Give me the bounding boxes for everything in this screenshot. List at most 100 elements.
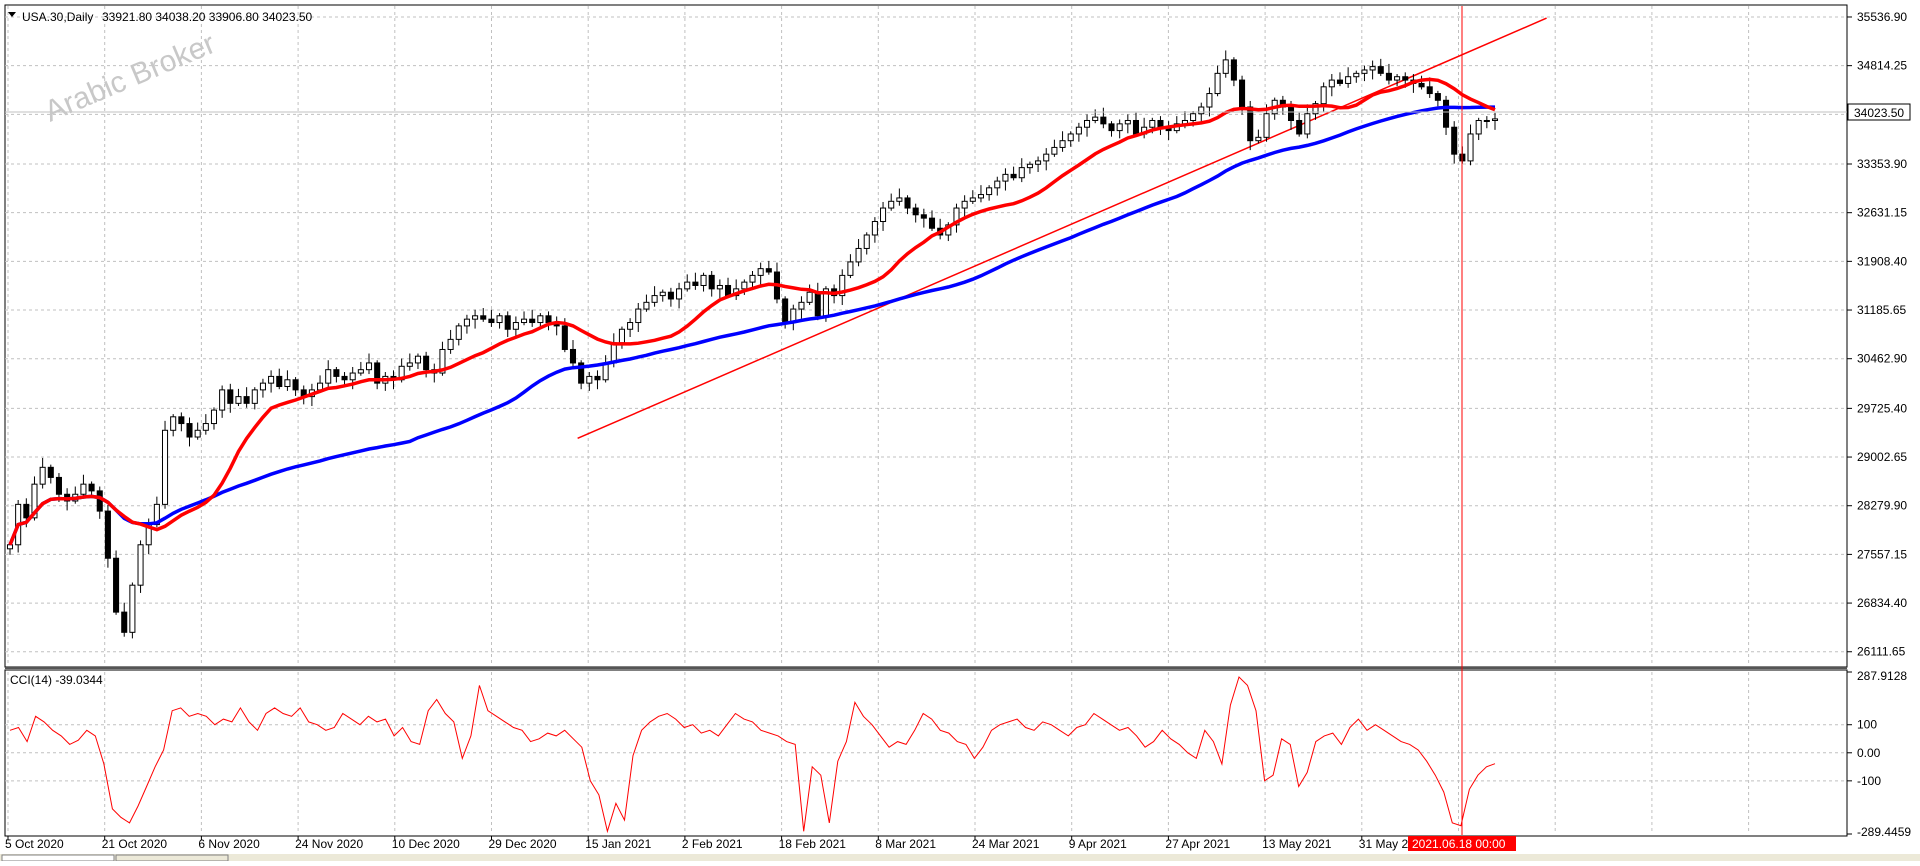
candle-body-down — [96, 490, 103, 512]
cci-grid — [5, 672, 1847, 834]
candle — [692, 272, 699, 290]
candle-body-up — [537, 315, 544, 324]
candle-body-up — [1018, 167, 1025, 179]
time-axis[interactable]: 5 Oct 2020 21 Oct 2020 6 Nov 2020 24 Nov 20… — [5, 836, 1415, 851]
candle — [521, 311, 528, 326]
candle-body-up — [202, 423, 209, 431]
candle — [659, 289, 666, 302]
candle-body-up — [627, 322, 634, 330]
candle — [1230, 57, 1237, 87]
candle-body-down — [1385, 72, 1392, 81]
chevron-down-icon[interactable] — [8, 12, 16, 17]
candle-body-up — [512, 322, 519, 330]
candle — [1035, 156, 1042, 173]
candle-body-down — [504, 315, 511, 330]
candle-body-up — [80, 483, 87, 495]
candle — [863, 232, 870, 255]
candle-body-up — [871, 221, 878, 236]
candle — [847, 254, 854, 279]
candle — [113, 550, 120, 615]
price-tick-label: 34814.25 — [1857, 59, 1907, 73]
candle-body-up — [1124, 119, 1131, 125]
candle-body-down — [724, 284, 732, 297]
candle-body-up — [1190, 113, 1197, 121]
candle-body-down — [1239, 79, 1246, 108]
candle — [284, 370, 291, 391]
chart-tab[interactable] — [1, 854, 115, 862]
candle — [496, 313, 503, 329]
candle — [757, 262, 764, 285]
current-price-label: 34023.50 — [1854, 106, 1904, 120]
time-tick-label: 24 Nov 2020 — [295, 837, 363, 851]
cci-tick-label: -289.4459 — [1857, 825, 1911, 839]
candle — [578, 360, 585, 390]
candle — [1002, 168, 1009, 191]
candle-body-up — [586, 375, 593, 384]
candle-body-down — [1108, 123, 1115, 132]
candle-body-up — [896, 197, 903, 202]
candle — [194, 422, 201, 440]
candle-body-up — [741, 281, 748, 290]
candle-body-up — [194, 429, 201, 438]
candle — [455, 323, 462, 346]
candle-body-down — [928, 217, 936, 229]
candle-body-down — [113, 557, 120, 613]
candle — [765, 260, 772, 275]
candle — [129, 582, 136, 639]
price-axis[interactable]: 35536.9034814.2534091.6033353.9032631.15… — [1847, 10, 1907, 659]
candle — [1418, 75, 1425, 90]
candle — [643, 294, 650, 312]
cci-line — [9, 676, 1496, 834]
candle-body-up — [1491, 118, 1499, 121]
candle-body-down — [341, 375, 348, 381]
candle — [928, 210, 936, 231]
candle — [1075, 122, 1082, 142]
candle — [251, 387, 258, 410]
candle-body-up — [268, 375, 275, 384]
time-tick-label: 18 Feb 2021 — [779, 837, 847, 851]
fast-moving-average-line — [8, 77, 1496, 546]
candle — [186, 417, 193, 447]
candle-body-up — [1475, 119, 1482, 135]
candle-body-down — [1451, 126, 1458, 155]
candle — [47, 464, 54, 484]
candle-body-up — [1369, 66, 1376, 71]
candle-body-up — [1222, 59, 1229, 74]
candle — [871, 217, 878, 243]
candle-body-up — [219, 389, 226, 411]
candle-body-up — [365, 362, 373, 371]
trendline[interactable] — [577, 17, 1547, 440]
candle-body-up — [349, 372, 356, 381]
chart-tab[interactable] — [115, 854, 229, 862]
candle-body-down — [1426, 86, 1433, 95]
candle-body-down — [23, 503, 30, 519]
price-tick-label: 31185.65 — [1857, 303, 1906, 317]
current-price-box — [1847, 103, 1911, 121]
crosshair-time-label: 2021.06.18 00:00 — [1412, 837, 1506, 851]
candle-body-down — [47, 466, 54, 478]
candle — [210, 407, 218, 430]
candle-body-down — [1336, 79, 1344, 84]
candle — [1059, 131, 1066, 152]
candle-body-down — [55, 476, 62, 495]
symbol-header[interactable]: USA.30,Daily 33921.80 34038.20 33906.80 … — [8, 10, 313, 24]
candle — [463, 314, 470, 334]
candle-body-down — [121, 611, 128, 633]
symbol-label: USA.30,Daily — [22, 10, 93, 24]
candle — [1304, 104, 1311, 139]
candle-body-down — [561, 325, 568, 350]
candle — [839, 269, 846, 306]
price-tick-label: 29002.65 — [1857, 450, 1907, 464]
candle — [1067, 131, 1074, 147]
candle-body-down — [374, 362, 381, 384]
candle — [969, 190, 976, 204]
candle — [1353, 70, 1360, 83]
candle — [512, 316, 519, 339]
candle — [1100, 107, 1107, 129]
candle-body-up — [1353, 72, 1360, 78]
candle — [1312, 100, 1319, 120]
candle — [276, 368, 283, 390]
candle — [161, 420, 169, 509]
time-tick-label: 24 Mar 2021 — [972, 837, 1040, 851]
